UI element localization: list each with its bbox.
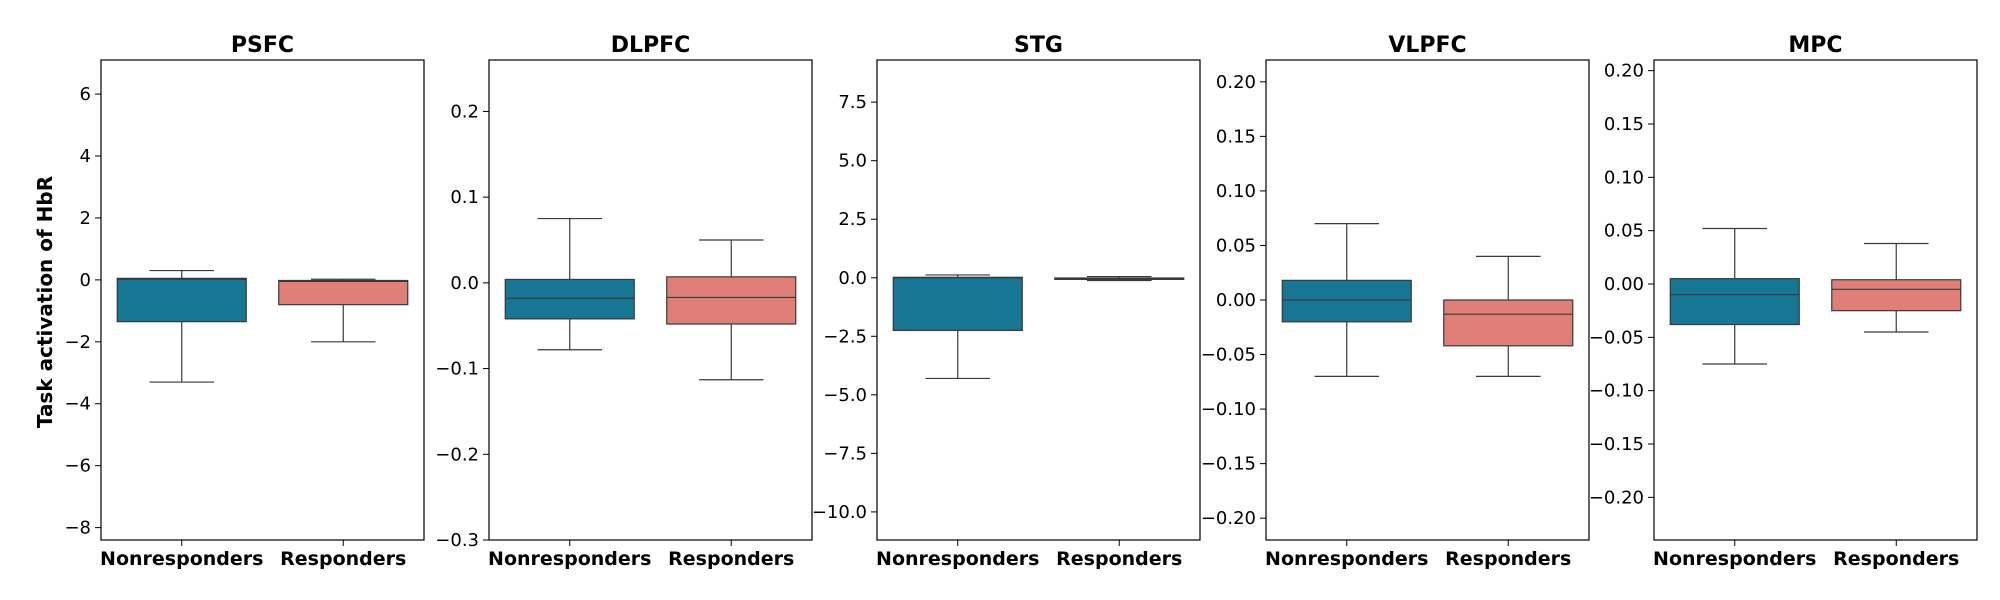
y-tick-label: 0.20 bbox=[1604, 61, 1644, 82]
y-tick-label: 0.15 bbox=[1216, 126, 1256, 147]
y-tick-label: 0.1 bbox=[450, 187, 479, 208]
iqr-box bbox=[666, 276, 797, 325]
y-tick-label: −2.5 bbox=[823, 326, 867, 347]
x-tick-label: Responders bbox=[1056, 548, 1182, 570]
x-tick-label: Responders bbox=[280, 548, 406, 570]
y-tick-label: 4 bbox=[80, 146, 91, 167]
y-tick-label: −0.05 bbox=[1201, 345, 1256, 366]
y-tick-label: 0.2 bbox=[450, 101, 479, 122]
y-tick-label: 0.00 bbox=[1216, 290, 1256, 311]
box-nonresponders bbox=[892, 274, 1023, 380]
y-tick-label: −0.10 bbox=[1201, 399, 1256, 420]
iqr-box bbox=[1443, 299, 1574, 347]
y-tick-label: 6 bbox=[80, 84, 91, 105]
x-tick-label: Nonresponders bbox=[100, 548, 263, 570]
x-tick-label: Responders bbox=[1445, 548, 1571, 570]
y-tick-label: −2 bbox=[64, 332, 91, 353]
y-tick-label: −0.20 bbox=[1201, 508, 1256, 529]
box-responders bbox=[278, 278, 409, 343]
panel-title: DLPFC bbox=[611, 33, 691, 58]
panel-title: STG bbox=[1014, 33, 1063, 58]
x-tick-label: Nonresponders bbox=[876, 548, 1039, 570]
iqr-box bbox=[116, 277, 247, 323]
y-tick-label: −0.2 bbox=[435, 444, 479, 465]
y-tick-label: −0.15 bbox=[1589, 434, 1644, 455]
box-responders bbox=[666, 239, 797, 381]
axes-frame bbox=[876, 59, 1201, 541]
y-tick-label: 5.0 bbox=[838, 151, 867, 172]
y-tick-label: 0.10 bbox=[1216, 181, 1256, 202]
y-tick-label: −4 bbox=[64, 394, 91, 415]
y-axis-label: Task activation of HbR bbox=[33, 176, 57, 428]
box-nonresponders bbox=[1669, 227, 1800, 365]
y-tick-label: −0.1 bbox=[435, 359, 479, 380]
y-tick-label: −8 bbox=[64, 518, 91, 539]
x-tick-label: Responders bbox=[1833, 548, 1959, 570]
y-tick-label: 0 bbox=[80, 270, 91, 291]
axes-frame bbox=[488, 59, 813, 541]
x-tick-label: Nonresponders bbox=[488, 548, 651, 570]
box-nonresponders bbox=[504, 217, 635, 351]
box-nonresponders bbox=[116, 269, 247, 383]
y-tick-label: 0.05 bbox=[1604, 221, 1644, 242]
y-tick-label: −10.0 bbox=[812, 502, 867, 523]
y-tick-label: 0.20 bbox=[1216, 72, 1256, 93]
box-responders bbox=[1443, 255, 1574, 377]
x-tick-label: Nonresponders bbox=[1265, 548, 1428, 570]
y-tick-label: −5.0 bbox=[823, 385, 867, 406]
y-tick-label: −0.10 bbox=[1589, 381, 1644, 402]
iqr-box bbox=[1669, 278, 1800, 326]
y-tick-label: 0.15 bbox=[1604, 114, 1644, 135]
iqr-box bbox=[1831, 279, 1962, 312]
iqr-box bbox=[1281, 279, 1412, 323]
y-tick-label: 0.00 bbox=[1604, 274, 1644, 295]
y-tick-label: −0.05 bbox=[1589, 327, 1644, 348]
iqr-box bbox=[892, 276, 1023, 332]
iqr-box bbox=[504, 278, 635, 320]
box-responders bbox=[1054, 275, 1185, 282]
axes-frame bbox=[100, 59, 425, 541]
y-tick-label: −7.5 bbox=[823, 443, 867, 464]
y-tick-label: 2.5 bbox=[838, 209, 867, 230]
y-tick-label: 0.10 bbox=[1604, 167, 1644, 188]
box-responders bbox=[1831, 242, 1962, 333]
y-tick-label: −0.3 bbox=[435, 530, 479, 551]
y-tick-label: −0.20 bbox=[1589, 487, 1644, 508]
y-tick-label: 0.05 bbox=[1216, 235, 1256, 256]
y-tick-label: 2 bbox=[80, 208, 91, 229]
panel-vlpfc: VLPFC 0.20 0.15 0.10 0.05 0.00 −0.05 −0.10 −0.15… bbox=[1201, 33, 1590, 570]
x-tick-label: Responders bbox=[668, 548, 794, 570]
panel-stg: STG 7.5 5.0 2.5 0.0 −2.5 −5.0 −7.5 −10.0 Nonrespo… bbox=[812, 33, 1201, 570]
y-tick-label: −6 bbox=[64, 456, 91, 477]
axes-frame bbox=[1265, 59, 1590, 541]
y-tick-label: 7.5 bbox=[838, 92, 867, 113]
panel-psfc: PSFC 6 4 2 0 −2 −4 −6 −8 Nonresponders Responders bbox=[64, 33, 425, 570]
y-tick-label: 0.0 bbox=[838, 268, 867, 289]
panel-title: PSFC bbox=[231, 33, 294, 58]
box-nonresponders bbox=[1281, 223, 1412, 377]
axes-frame bbox=[1653, 59, 1978, 541]
panel-dlpfc: DLPFC 0.2 0.1 0.0 −0.1 −0.2 −0.3 Nonresponders R… bbox=[435, 33, 813, 570]
panel-title: MPC bbox=[1788, 33, 1842, 58]
panel-title: VLPFC bbox=[1388, 33, 1466, 58]
y-tick-label: 0.0 bbox=[450, 273, 479, 294]
x-tick-label: Nonresponders bbox=[1653, 548, 1816, 570]
y-tick-label: −0.15 bbox=[1201, 454, 1256, 475]
panel-mpc: MPC 0.20 0.15 0.10 0.05 0.00 −0.05 −0.10 −0.15 −0… bbox=[1589, 33, 1978, 570]
iqr-box bbox=[278, 279, 409, 306]
